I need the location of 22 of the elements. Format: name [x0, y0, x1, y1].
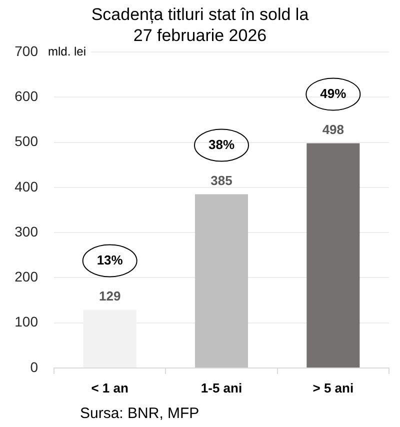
y-tick-label: 700: [14, 42, 38, 59]
y-axis-title: mld. lei: [48, 44, 86, 58]
y-tick-label: 300: [14, 223, 38, 240]
annotation: 38%: [208, 136, 235, 152]
y-tick-label: 200: [14, 268, 38, 285]
y-tick-label: 600: [14, 88, 38, 104]
data-label: 385: [210, 172, 232, 188]
x-tick-label: < 1 an: [91, 380, 128, 396]
annotation: 49%: [320, 86, 347, 101]
chart-title: Scadența titluri stat în sold la 27 februarie 2026: [90, 4, 310, 46]
annotation: 13%: [96, 252, 124, 268]
y-tick-label: 100: [14, 314, 38, 330]
y-tick-label: 500: [14, 133, 38, 150]
data-label: 129: [98, 288, 121, 304]
bar: [306, 143, 360, 368]
bar: [194, 194, 248, 368]
data-label: 498: [322, 122, 344, 137]
text: Sursa: BNR, MFP: [80, 405, 200, 422]
x-tick-label: 1-5 ani: [200, 380, 242, 396]
x-tick-label: > 5 ani: [312, 380, 354, 396]
y-tick-label: 400: [14, 178, 38, 194]
y-tick-label: 0: [30, 358, 38, 375]
